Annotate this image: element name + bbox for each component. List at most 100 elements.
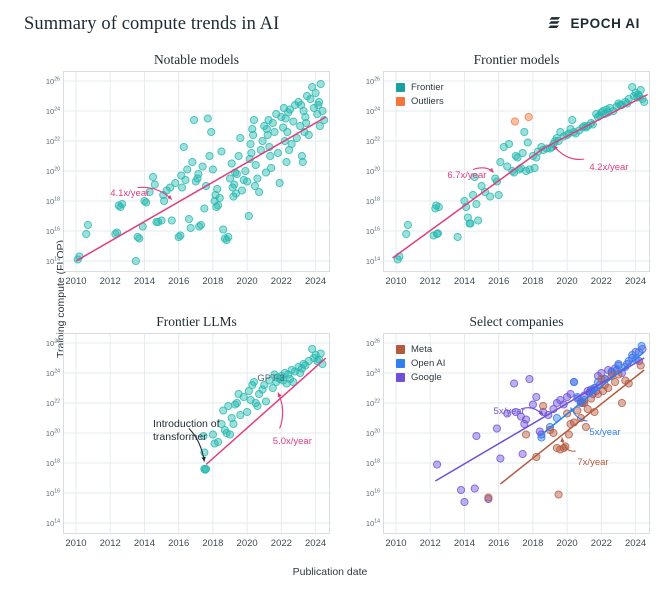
annotation-arrow <box>570 407 588 422</box>
series-notable-models <box>73 79 329 266</box>
y-tick-label: 1024 <box>45 106 60 116</box>
chart-annotation: GPT-3 <box>257 373 285 384</box>
brand-logo: EPOCH AI <box>547 15 640 31</box>
y-tick-label: 1016 <box>365 488 380 498</box>
legend-item-outliers[interactable]: Outliers <box>396 96 444 107</box>
y-tick-label: 1022 <box>45 136 60 146</box>
x-tick-label: 2018 <box>522 538 544 549</box>
x-tick-label: 2020 <box>556 276 578 287</box>
y-tick-label: 1020 <box>365 428 380 438</box>
x-tick-label: 2010 <box>65 538 87 549</box>
x-tick-label: 2018 <box>202 538 224 549</box>
y-tick-label: 1018 <box>365 458 380 468</box>
legend-item-meta[interactable]: Meta <box>396 344 445 355</box>
y-tick-label: 1014 <box>45 518 60 528</box>
subplot-title-frontier-llms: Frontier LLMs <box>156 314 237 329</box>
annotation-arrow <box>560 437 576 452</box>
y-tick-label: 1024 <box>365 106 380 116</box>
plot-area-frontier-llms: 1014 1016 1018 1020 1022 1024 1026 2010 2012 2014… <box>46 333 331 549</box>
y-tick-label: 1014 <box>45 256 60 266</box>
y-tick-label: 1022 <box>365 136 380 146</box>
y-tick-label: 1026 <box>45 76 60 86</box>
plot-canvas-notable-models <box>64 72 331 273</box>
chart-annotation: 7x/year <box>577 457 609 468</box>
legend-swatch-icon <box>396 97 405 106</box>
legend-item-google[interactable]: Google <box>396 372 445 383</box>
legend-swatch-icon <box>396 83 405 92</box>
x-tick-label: 2014 <box>133 276 156 287</box>
x-tick-label: 2024 <box>625 538 647 549</box>
x-tick-label: 2016 <box>168 276 190 287</box>
y-tick-label: 1018 <box>45 196 60 206</box>
annotation-arrow <box>520 407 544 416</box>
y-tick-label: 1022 <box>45 398 60 408</box>
subplot-frontier-llms: Frontier LLMs 1014 1016 1018 1020 1022 1024 102… <box>46 314 331 549</box>
subplot-select-companies: Select companies 1014 1016 1018 1020 1022 1024… <box>366 314 651 549</box>
subplot-title-notable-models: Notable models <box>153 52 240 67</box>
y-tick-label: 1026 <box>365 338 380 348</box>
y-tick-label: 1022 <box>365 398 380 408</box>
trendline <box>539 351 645 437</box>
annotation-arrow <box>472 167 494 173</box>
series-outliers <box>510 112 533 126</box>
x-tick-label: 2010 <box>385 276 407 287</box>
x-tick-label: 2012 <box>99 276 121 287</box>
legend-label: Frontier <box>411 82 444 93</box>
subplot-frontier-models: Frontier models 1014 1016 1018 1020 1022 1024 1… <box>366 52 651 287</box>
series-frontier <box>393 82 649 264</box>
legend-label: Meta <box>411 344 433 355</box>
x-tick-label: 2014 <box>453 276 476 287</box>
x-tick-label: 2024 <box>305 538 327 549</box>
y-tick-label: 1018 <box>365 196 380 206</box>
legend-swatch-icon <box>396 345 405 354</box>
chart-annotation: 5x/year <box>493 406 525 417</box>
y-tick-label: 1016 <box>45 226 60 236</box>
y-tick-label: 1016 <box>365 226 380 236</box>
legend-item-open-ai[interactable]: Open AI <box>396 358 445 369</box>
plot-area-select-companies: 1014 1016 1018 1020 1022 1024 1026 2010 2012 2014… <box>366 333 651 549</box>
trendline <box>75 116 327 262</box>
annotation-arrow <box>137 186 173 200</box>
trendline <box>205 357 327 466</box>
x-tick-label: 2020 <box>236 276 258 287</box>
x-tick-label: 2024 <box>625 276 647 287</box>
x-tick-label: 2020 <box>236 538 258 549</box>
y-tick-label: 1020 <box>45 166 60 176</box>
legend-item-frontier[interactable]: Frontier <box>396 82 444 93</box>
y-tick-label: 1014 <box>365 518 380 528</box>
x-tick-label: 2014 <box>133 538 156 549</box>
legend-select-companies: Meta Open AI Google <box>396 344 445 383</box>
x-tick-label: 2016 <box>168 538 190 549</box>
trendline <box>499 369 645 485</box>
y-tick-label: 1020 <box>45 428 60 438</box>
plot-area-notable-models: 1014 1016 1018 1020 1022 1024 1026 2010 2012 2014… <box>46 71 331 287</box>
legend-frontier-models: Frontier Outliers <box>396 82 444 107</box>
legend-label: Google <box>411 372 442 383</box>
legend-label: Open AI <box>411 358 446 369</box>
x-tick-label: 2012 <box>419 538 441 549</box>
y-tick-label: 1018 <box>45 458 60 468</box>
x-tick-label: 2020 <box>556 538 578 549</box>
trendline <box>392 147 544 259</box>
y-tick-label: 1020 <box>365 166 380 176</box>
epoch-logo-icon <box>548 17 561 28</box>
subplot-notable-models: Notable models 1014 1016 1018 1020 1022 1024 10… <box>46 52 331 287</box>
plot-canvas-frontier-llms <box>64 334 331 535</box>
y-tick-label: 1024 <box>365 368 380 378</box>
chart-annotation: 4.2x/year <box>589 162 629 173</box>
legend-swatch-icon <box>396 373 405 382</box>
x-tick-label: 2022 <box>270 538 292 549</box>
x-tick-label: 2024 <box>305 276 327 287</box>
x-tick-label: 2010 <box>385 538 407 549</box>
x-tick-label: 2022 <box>590 538 612 549</box>
x-tick-label: 2012 <box>99 538 121 549</box>
legend-label: Outliers <box>411 96 444 107</box>
trendline <box>434 357 645 482</box>
chart-annotation: 4.1x/year <box>110 187 150 199</box>
y-tick-label: 1016 <box>45 488 60 498</box>
legend-swatch-icon <box>396 359 405 368</box>
y-tick-label: 1014 <box>365 256 380 266</box>
x-tick-label: 2022 <box>590 276 612 287</box>
x-axis-label: Publication date <box>292 566 368 578</box>
